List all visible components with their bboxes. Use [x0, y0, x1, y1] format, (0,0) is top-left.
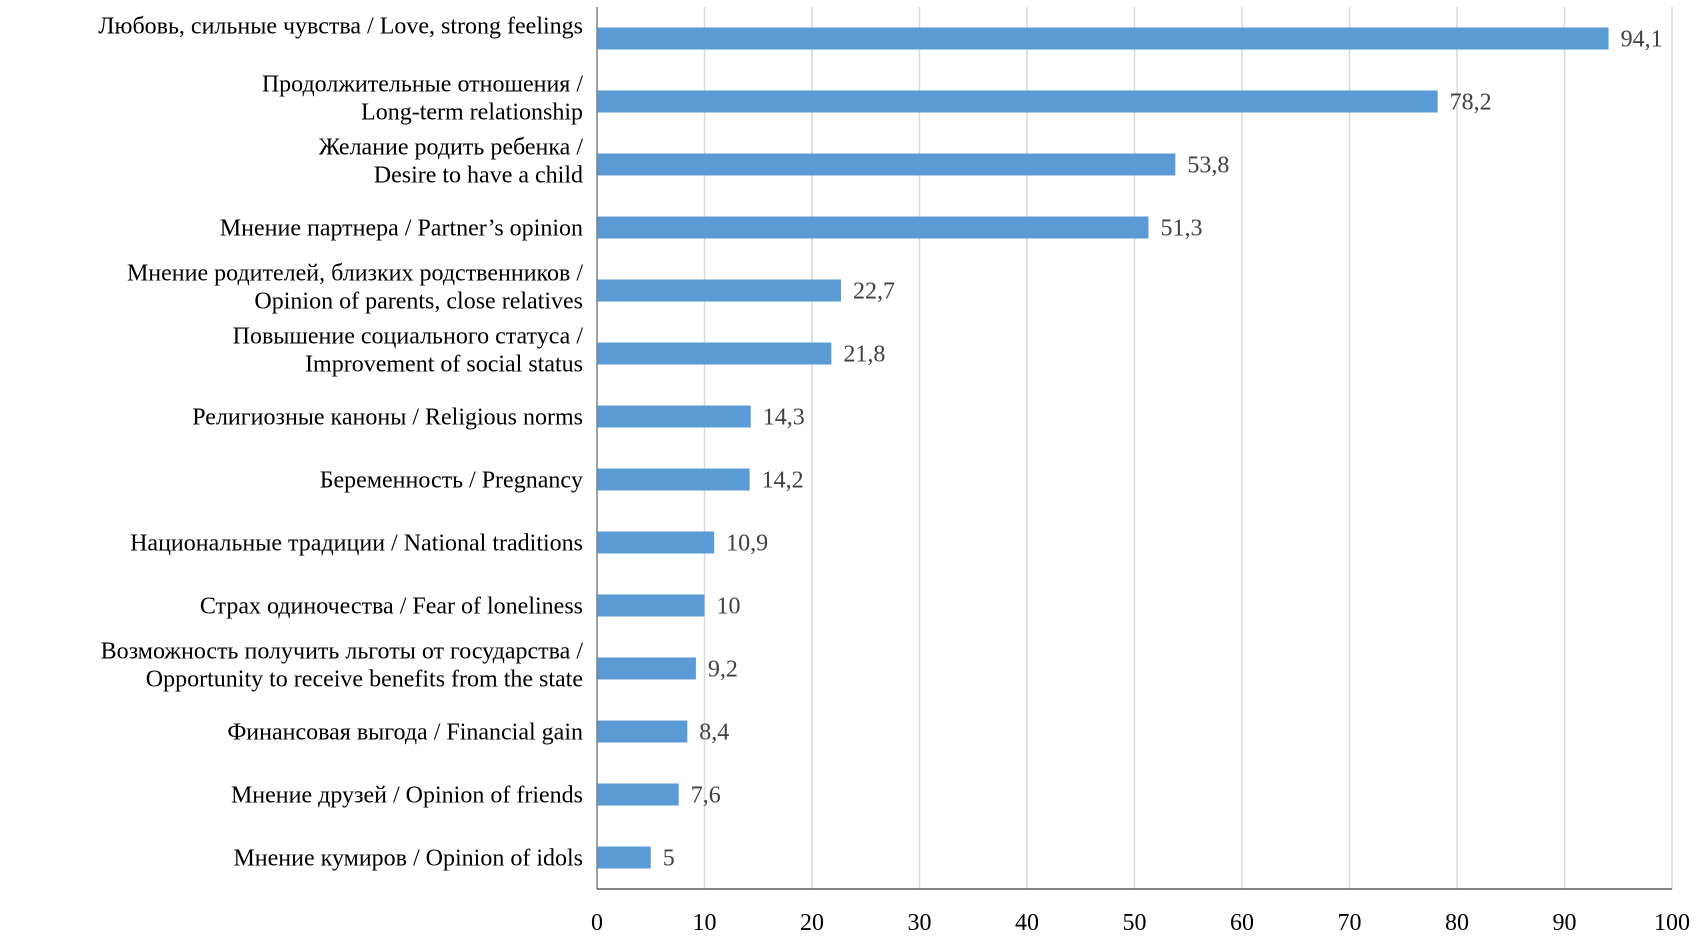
- bar: [597, 720, 688, 743]
- x-tick-label: 80: [1445, 910, 1469, 936]
- bar: [597, 594, 705, 617]
- x-tick-label: 10: [693, 910, 717, 936]
- value-label: 14,3: [763, 405, 805, 431]
- x-tick-label: 90: [1553, 910, 1577, 936]
- x-tick-label: 70: [1338, 910, 1362, 936]
- value-label: 94,1: [1621, 27, 1663, 53]
- value-label: 78,2: [1450, 90, 1492, 116]
- bar: [597, 27, 1609, 50]
- value-label: 9,2: [708, 657, 738, 683]
- value-label: 21,8: [843, 342, 885, 368]
- x-tick-label: 20: [800, 910, 824, 936]
- value-label: 51,3: [1160, 216, 1202, 242]
- bar: [597, 783, 679, 806]
- value-label: 10: [717, 594, 741, 620]
- bar: [597, 90, 1438, 113]
- category-label: Беременность / Pregnancy: [320, 468, 583, 494]
- bar: [597, 153, 1176, 176]
- category-label: Improvement of social status: [305, 352, 583, 378]
- gridlines: [703, 7, 1673, 889]
- bar: [597, 405, 751, 428]
- category-label: Повышение социального статуса /: [233, 324, 584, 350]
- value-label: 5: [663, 846, 675, 872]
- bar: [597, 342, 832, 365]
- category-label: Opportunity to receive benefits from the…: [146, 667, 583, 693]
- x-tick-label: 0: [591, 910, 603, 936]
- bar: [597, 657, 696, 680]
- value-label: 7,6: [691, 783, 721, 809]
- category-label: Мнение кумиров / Opinion of idols: [233, 846, 583, 872]
- category-label: Мнение друзей / Opinion of friends: [231, 783, 583, 809]
- x-tick-labels: 0 10 20 30 40 50 60 70 80 90 100: [591, 910, 1690, 936]
- category-label: Long-term relationship: [361, 100, 583, 126]
- category-label: Желание родить ребенка /: [319, 135, 584, 161]
- category-label: Любовь, сильные чувства / Love, strong f…: [98, 14, 583, 40]
- axes: [596, 7, 1672, 890]
- category-label: Религиозные каноны / Religious norms: [192, 405, 583, 431]
- x-tick-label: 40: [1015, 910, 1039, 936]
- value-label: 10,9: [726, 531, 768, 557]
- category-label: Opinion of parents, close relatives: [254, 289, 583, 315]
- bars: [597, 27, 1609, 869]
- value-label: 8,4: [699, 720, 729, 746]
- value-label: 14,2: [762, 468, 804, 494]
- bar: [597, 468, 750, 491]
- category-labels: Любовь, сильные чувства / Love, strong f…: [98, 14, 583, 872]
- category-label: Возможность получить льготы от государст…: [101, 639, 584, 665]
- category-label: Desire to have a child: [374, 163, 583, 189]
- bar: [597, 846, 651, 869]
- x-tick-label: 50: [1123, 910, 1147, 936]
- category-label: Продолжительные отношения /: [262, 72, 583, 98]
- bar: [597, 531, 715, 554]
- value-labels: 94,1 78,2 53,8 51,3 22,7 21,8 14,3 14,2 10,9 10 9,…: [663, 27, 1663, 872]
- category-label: Мнение родителей, близких родственников …: [127, 261, 583, 287]
- category-label: Национальные традиции / National traditi…: [130, 531, 583, 557]
- category-label: Финансовая выгода / Financial gain: [227, 720, 583, 746]
- value-label: 53,8: [1187, 153, 1229, 179]
- x-tick-label: 30: [908, 910, 932, 936]
- bar: [597, 279, 842, 302]
- value-label: 22,7: [853, 279, 895, 305]
- x-tick-label: 100: [1654, 910, 1690, 936]
- bar: [597, 216, 1149, 239]
- category-label: Мнение партнера / Partner’s opinion: [220, 216, 583, 242]
- category-label: Страх одиночества / Fear of loneliness: [200, 594, 583, 620]
- x-tick-label: 60: [1230, 910, 1254, 936]
